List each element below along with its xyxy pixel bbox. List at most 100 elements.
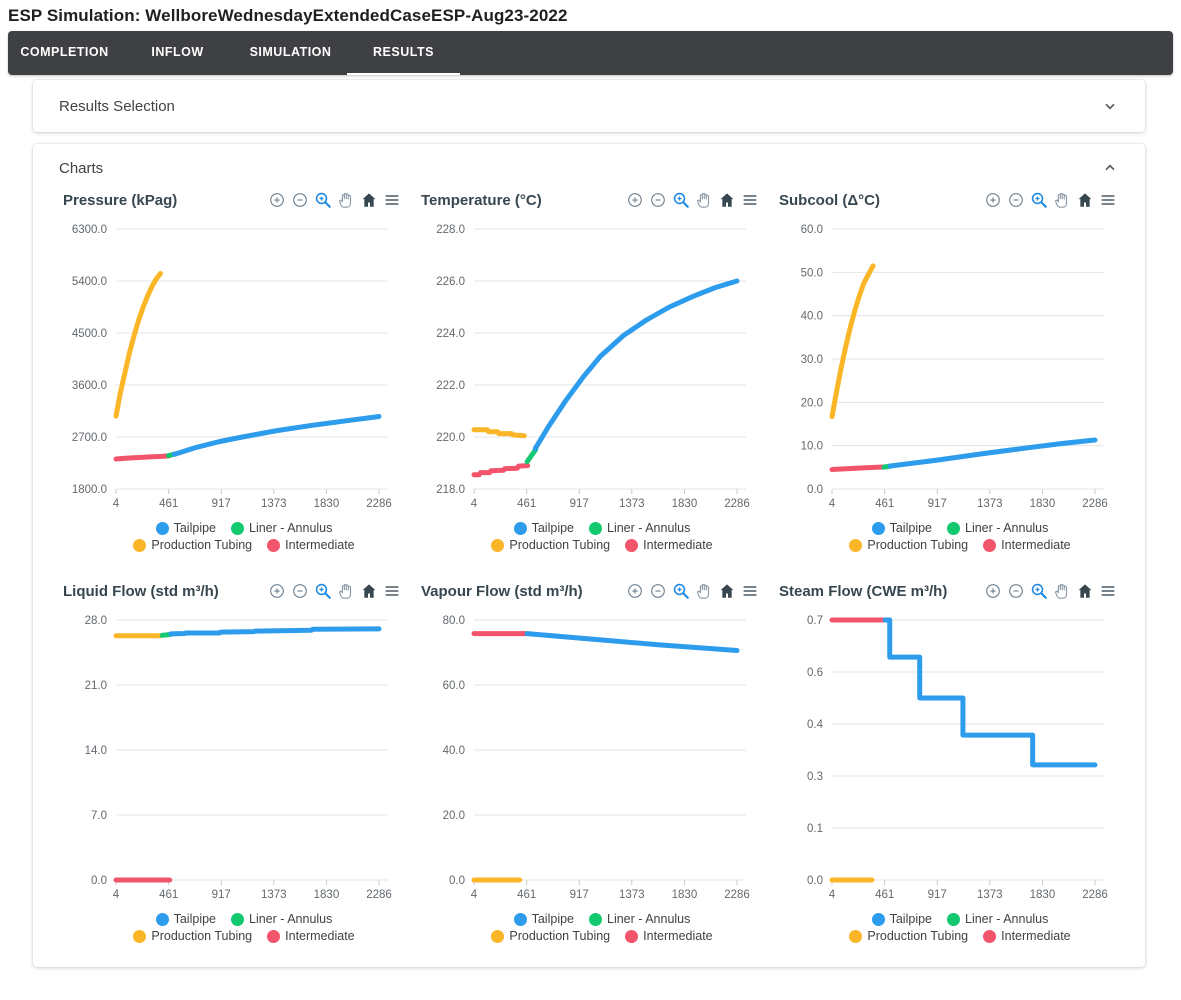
legend-item-production-tubing[interactable]: Production Tubing [133, 538, 252, 552]
legend-item-production-tubing[interactable]: Production Tubing [849, 929, 968, 943]
legend-item-tailpipe[interactable]: Tailpipe [155, 521, 216, 535]
y-tick-label: 0.0 [807, 875, 823, 887]
zoom-out-icon[interactable] [649, 582, 667, 600]
pan-icon[interactable] [695, 582, 713, 600]
zoom-out-icon[interactable] [1007, 191, 1025, 209]
chart-title: Liquid Flow (std m³/h) [63, 582, 219, 600]
x-tick-label: 4 [471, 889, 478, 901]
legend-item-production-tubing[interactable]: Production Tubing [133, 929, 252, 943]
pan-icon[interactable] [1053, 582, 1071, 600]
legend-item-liner-annulus[interactable]: Liner - Annulus [589, 521, 690, 535]
menu-icon[interactable] [1099, 582, 1117, 600]
home-icon[interactable] [360, 191, 378, 209]
legend-item-tailpipe[interactable]: Tailpipe [513, 521, 574, 535]
zoom-in-icon[interactable] [268, 191, 286, 209]
legend-item-liner-annulus[interactable]: Liner - Annulus [947, 912, 1048, 926]
chevron-up-icon[interactable] [1101, 159, 1119, 177]
box-zoom-icon[interactable] [314, 582, 332, 600]
pan-icon[interactable] [1053, 191, 1071, 209]
legend-label: Intermediate [285, 538, 355, 552]
legend-item-intermediate[interactable]: Intermediate [625, 929, 713, 943]
zoom-out-icon[interactable] [291, 191, 309, 209]
y-tick-label: 10.0 [801, 441, 823, 453]
legend-item-intermediate[interactable]: Intermediate [983, 538, 1071, 552]
chart-vapour-flow-std-m-h: Vapour Flow (std m³/h) 80.0 60.0 40.0 20.0 0.… [417, 582, 761, 943]
x-tick-label: 917 [570, 498, 589, 510]
zoom-in-icon[interactable] [268, 582, 286, 600]
box-zoom-icon[interactable] [672, 191, 690, 209]
chart-plot-area[interactable]: 6300.0 5400.0 4500.0 3600.0 2700.0 1800.0 4 461… [59, 213, 395, 513]
legend-item-production-tubing[interactable]: Production Tubing [491, 538, 610, 552]
menu-icon[interactable] [741, 582, 759, 600]
charts-label: Charts [59, 159, 104, 177]
tab-completion[interactable]: COMPLETION [20, 45, 109, 59]
pan-icon[interactable] [337, 582, 355, 600]
y-tick-label: 40.0 [443, 745, 465, 757]
legend-dot [133, 538, 147, 552]
home-icon[interactable] [1076, 191, 1094, 209]
zoom-out-icon[interactable] [649, 191, 667, 209]
pan-icon[interactable] [695, 191, 713, 209]
charts-panel-header[interactable]: Charts [59, 159, 1119, 177]
tab-results[interactable]: RESULTS [347, 31, 460, 75]
box-zoom-icon[interactable] [1030, 582, 1048, 600]
chevron-down-icon[interactable] [1101, 97, 1119, 115]
legend-item-tailpipe[interactable]: Tailpipe [871, 521, 932, 535]
home-icon[interactable] [1076, 582, 1094, 600]
chart-title: Subcool (Δ°C) [779, 191, 880, 209]
home-icon[interactable] [718, 582, 736, 600]
y-tick-label: 0.4 [807, 719, 824, 731]
box-zoom-icon[interactable] [672, 582, 690, 600]
legend-label: Liner - Annulus [249, 912, 333, 926]
chart-pressure-kpag: Pressure (kPag) 6300.0 5400.0 4500.0 3600.0 2… [59, 191, 403, 552]
legend-label: Intermediate [1001, 929, 1071, 943]
y-tick-label: 0.7 [807, 615, 823, 627]
chart-plot-area[interactable]: 0.7 0.6 0.4 0.3 0.1 0.0 4 461 917 1373 1830 2286 [775, 604, 1111, 904]
home-icon[interactable] [718, 191, 736, 209]
x-tick-label: 2286 [724, 498, 750, 510]
legend-dot [871, 521, 885, 535]
legend-item-tailpipe[interactable]: Tailpipe [871, 912, 932, 926]
legend-item-liner-annulus[interactable]: Liner - Annulus [231, 521, 332, 535]
box-zoom-icon[interactable] [314, 191, 332, 209]
legend-item-production-tubing[interactable]: Production Tubing [491, 929, 610, 943]
legend-item-tailpipe[interactable]: Tailpipe [513, 912, 574, 926]
chart-legend: Tailpipe Liner - Annulus Production Tubing… [417, 912, 761, 943]
zoom-in-icon[interactable] [626, 191, 644, 209]
box-zoom-icon[interactable] [1030, 191, 1048, 209]
zoom-out-icon[interactable] [1007, 582, 1025, 600]
legend-item-production-tubing[interactable]: Production Tubing [849, 538, 968, 552]
legend-item-liner-annulus[interactable]: Liner - Annulus [231, 912, 332, 926]
y-tick-label: 1800.0 [72, 484, 107, 496]
tab-inflow[interactable]: INFLOW [151, 45, 204, 59]
results-selection-panel-header[interactable]: Results Selection [33, 80, 1145, 132]
x-tick-label: 1830 [672, 498, 698, 510]
menu-icon[interactable] [741, 191, 759, 209]
legend-label: Production Tubing [509, 929, 611, 943]
chart-plot-area[interactable]: 60.0 50.0 40.0 30.0 20.0 10.0 0.0 4 461 917 1373 18… [775, 213, 1111, 513]
menu-icon[interactable] [383, 191, 401, 209]
legend-item-tailpipe[interactable]: Tailpipe [155, 912, 216, 926]
menu-icon[interactable] [1099, 191, 1117, 209]
pan-icon[interactable] [337, 191, 355, 209]
legend-item-intermediate[interactable]: Intermediate [625, 538, 713, 552]
chart-plot-area[interactable]: 80.0 60.0 40.0 20.0 0.0 4 461 917 1373 1830 2286 [417, 604, 753, 904]
legend-item-intermediate[interactable]: Intermediate [267, 929, 355, 943]
zoom-in-icon[interactable] [984, 582, 1002, 600]
legend-item-intermediate[interactable]: Intermediate [267, 538, 355, 552]
y-tick-label: 0.0 [449, 875, 465, 887]
chart-plot-area[interactable]: 228.0 226.0 224.0 222.0 220.0 218.0 4 461 917 137… [417, 213, 753, 513]
menu-icon[interactable] [383, 582, 401, 600]
legend-item-liner-annulus[interactable]: Liner - Annulus [947, 521, 1048, 535]
y-tick-label: 20.0 [443, 810, 465, 822]
legend-item-liner-annulus[interactable]: Liner - Annulus [589, 912, 690, 926]
zoom-in-icon[interactable] [626, 582, 644, 600]
zoom-out-icon[interactable] [291, 582, 309, 600]
tab-simulation[interactable]: SIMULATION [249, 45, 332, 59]
home-icon[interactable] [360, 582, 378, 600]
legend-item-intermediate[interactable]: Intermediate [983, 929, 1071, 943]
chart-title: Steam Flow (CWE m³/h) [779, 582, 948, 600]
chart-plot-area[interactable]: 28.0 21.0 14.0 7.0 0.0 4 461 917 1373 1830 2286 [59, 604, 395, 904]
legend-label: Production Tubing [151, 538, 253, 552]
zoom-in-icon[interactable] [984, 191, 1002, 209]
